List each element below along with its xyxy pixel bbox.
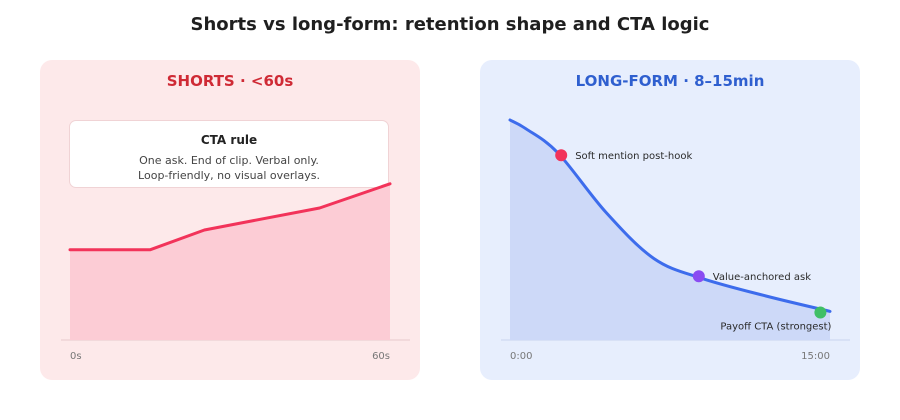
longform-retention-area [510, 120, 830, 340]
shorts-panel: SHORTS · <60s CTA rule One ask. End of c… [40, 60, 420, 380]
cta-rule-box: CTA rule One ask. End of clip. Verbal on… [69, 120, 389, 188]
longform-retention-chart: Soft mention post-hook Value-anchored ask… [501, 118, 850, 362]
longform-panel: LONG-FORM · 8–15min Soft mention post-ho… [480, 60, 860, 380]
cta-marker-label-1: Soft mention post-hook [575, 151, 692, 162]
shorts-retention-area [70, 183, 390, 340]
cta-marker-2 [692, 270, 705, 283]
longform-retention-line [508, 118, 832, 313]
longform-x-end-label: 15:00 [801, 351, 830, 362]
longform-x-start-label: 0:00 [510, 351, 532, 362]
shorts-heading: SHORTS · <60s [166, 72, 294, 90]
longform-markers: Soft mention post-hook Value-anchored ask… [555, 149, 832, 333]
cta-marker-label-2: Value-anchored ask [713, 272, 811, 283]
shorts-retention-chart: 0s 60s [61, 182, 410, 362]
longform-heading: LONG-FORM · 8–15min [575, 72, 765, 90]
cta-marker-1 [555, 149, 568, 162]
page-title: Shorts vs long-form: retention shape and… [190, 14, 710, 35]
cta-marker-3 [814, 306, 827, 319]
shorts-x-end-label: 60s [372, 351, 390, 362]
shorts-x-start-label: 0s [70, 351, 82, 362]
cta-marker-label-3: Payoff CTA (strongest) [720, 322, 831, 333]
shorts-retention-line [68, 182, 392, 252]
cta-rule-line-1: One ask. End of clip. Verbal only. [139, 154, 319, 167]
cta-rule-title: CTA rule [200, 133, 258, 147]
cta-rule-line-2: Loop-friendly, no visual overlays. [138, 169, 320, 182]
